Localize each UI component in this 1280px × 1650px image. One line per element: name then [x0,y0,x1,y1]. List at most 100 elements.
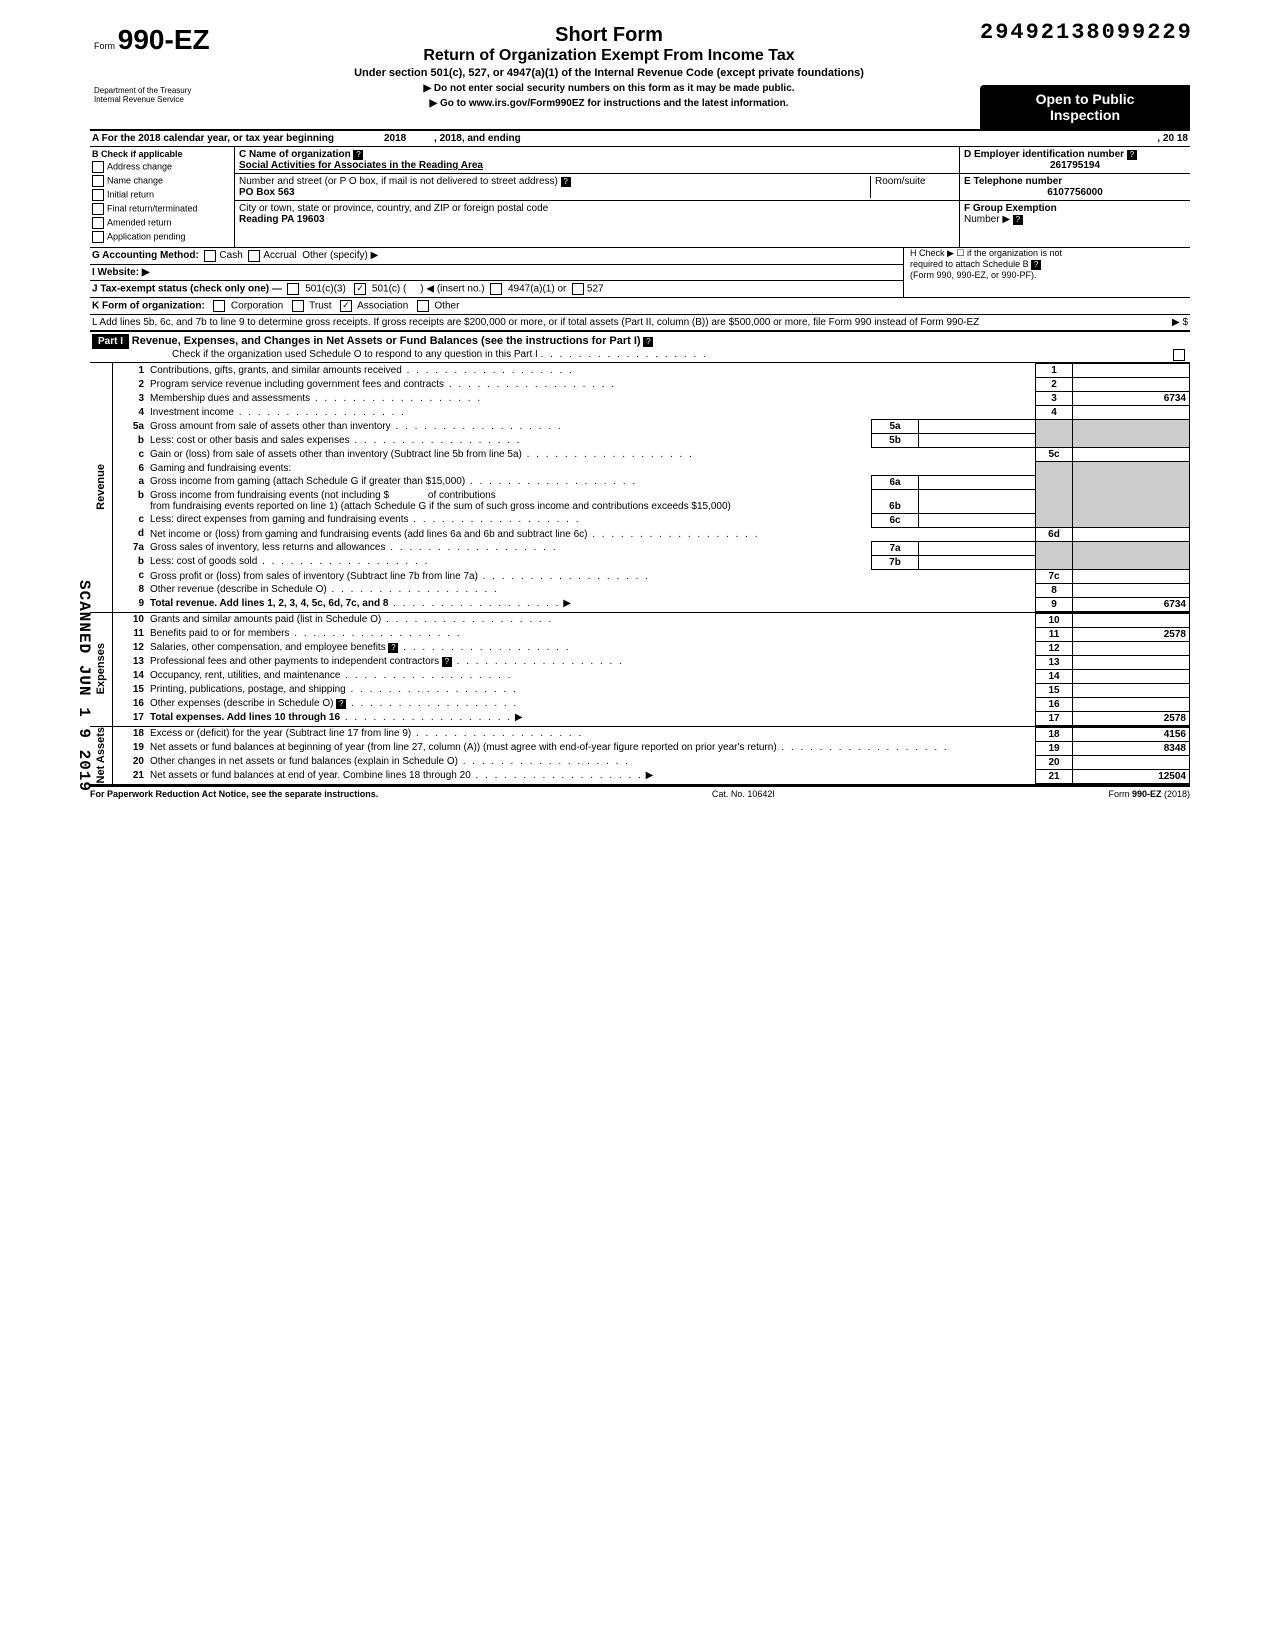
open-line1: Open to Public [1036,91,1135,107]
form-number-box: Form 990-EZ Department of the Treasury I… [90,20,238,108]
chk-final-return[interactable] [92,203,104,215]
val-9: 6734 [1073,597,1190,611]
c-name-label: C Name of organization [239,149,351,160]
desc-8: Other revenue (describe in Schedule O) [150,584,327,595]
desc-13: Professional fees and other payments to … [150,656,439,667]
help-icon[interactable]: ? [561,177,571,187]
chk-application-pending[interactable] [92,231,104,243]
val-18: 4156 [1073,727,1190,741]
instr-ssn: Do not enter social security numbers on … [242,83,976,94]
chk-schedule-o[interactable] [1173,349,1185,361]
chk-association[interactable]: ✓ [340,300,352,312]
i-label: I Website: ▶ [92,267,150,278]
desc-14: Occupancy, rent, utilities, and maintena… [150,670,340,681]
street-label: Number and street (or P O box, if mail i… [239,176,558,187]
desc-4: Investment income [150,407,234,418]
footer-mid: Cat. No. 10642I [712,789,775,799]
desc-6b-pre: Gross income from fundraising events (no… [150,490,389,501]
ln-6d: d [113,527,147,541]
chk-501c[interactable]: ✓ [354,283,366,295]
desc-2: Program service revenue including govern… [150,379,444,390]
open-line2: Inspection [1050,107,1120,123]
j-opt1: 501(c)(3) [305,284,346,295]
arrow-21: ▶ [646,770,654,781]
instr-goto: Go to www.irs.gov/Form990EZ for instruct… [242,98,976,109]
desc-9: Total revenue. Add lines 1, 2, 3, 4, 5c,… [150,598,388,609]
desc-5c: Gain or (loss) from sale of assets other… [150,449,522,460]
desc-15: Printing, publications, postage, and shi… [150,684,346,695]
b-opt-3: Final return/terminated [107,203,198,213]
chk-501c3[interactable] [287,283,299,295]
side-expenses: Expenses [95,643,107,694]
help-icon[interactable]: ? [353,150,363,160]
ln-3: 3 [113,392,147,406]
j-opt4: 527 [587,284,604,295]
dln-number: 29492138099229 [980,20,1190,45]
chk-other-org[interactable] [417,300,429,312]
dept-irs: Internal Revenue Service [94,95,234,104]
right-header: 29492138099229 Open to Public Inspection [980,20,1190,129]
chk-cash[interactable] [204,250,216,262]
chk-amended-return[interactable] [92,217,104,229]
col-7c: 7c [1036,569,1073,583]
ln-6c: c [113,513,147,527]
help-icon[interactable]: ? [388,643,398,653]
chk-4947[interactable] [490,283,502,295]
desc-21: Net assets or fund balances at end of ye… [150,770,471,781]
b-opt-0: Address change [107,161,172,171]
ln-16: 16 [113,697,147,711]
ln-12: 12 [113,641,147,655]
page-footer: For Paperwork Reduction Act Notice, see … [90,785,1190,799]
ln-8: 8 [113,583,147,597]
title-box: Short Form Return of Organization Exempt… [238,20,980,117]
val-2 [1073,378,1190,392]
title-under: Under section 501(c), 527, or 4947(a)(1)… [242,67,976,79]
phone-label: E Telephone number [964,176,1062,187]
side-netassets: Net Assets [95,727,107,783]
chk-trust[interactable] [292,300,304,312]
chk-accrual[interactable] [248,250,260,262]
g-label: G Accounting Method: [92,250,199,262]
help-icon[interactable]: ? [1127,150,1137,160]
ln-13: 13 [113,655,147,669]
help-icon[interactable]: ? [442,657,452,667]
chk-initial-return[interactable] [92,189,104,201]
chk-name-change[interactable] [92,175,104,187]
arrow-17: ▶ [515,712,523,723]
ln-5c: c [113,448,147,462]
col-c-org-info: C Name of organization ? Social Activiti… [235,147,959,247]
ein-value: 261795194 [964,160,1186,171]
side-revenue: Revenue [95,464,107,510]
ln-21: 21 [113,769,147,783]
chk-address-change[interactable] [92,161,104,173]
b-opt-1: Name change [107,175,163,185]
help-icon[interactable]: ? [1031,260,1041,270]
part1-header-row: Part I Revenue, Expenses, and Changes in… [90,332,1190,362]
help-icon[interactable]: ? [643,337,653,347]
form-990ez-page: SCANNED JUN 1 9 2019 Form 990-EZ Departm… [90,20,1190,799]
chk-corporation[interactable] [213,300,225,312]
k-opt1: Corporation [231,301,283,312]
row-k: K Form of organization: Corporation Trus… [90,298,1190,315]
help-icon[interactable]: ? [1013,215,1023,225]
dept-treasury: Department of the Treasury [94,86,234,95]
phone-value: 6107756000 [964,187,1186,198]
val-11: 2578 [1073,627,1190,641]
k-opt3: Association [357,301,408,312]
b-opt-5: Application pending [107,231,186,241]
ln-5b: b [113,434,147,448]
form-header: Form 990-EZ Department of the Treasury I… [90,20,1190,131]
row-l: L Add lines 5b, 6c, and 7b to line 9 to … [90,315,1190,332]
title-main: Return of Organization Exempt From Incom… [242,47,976,65]
part1-title: Revenue, Expenses, and Changes in Net As… [132,335,641,347]
val-19: 8348 [1073,741,1190,755]
j-opt3: 4947(a)(1) or [508,284,566,295]
chk-527[interactable] [572,283,584,295]
ln-17: 17 [113,711,147,725]
help-icon[interactable]: ? [336,699,346,709]
desc-6d: Net income or (loss) from gaming and fun… [150,529,587,540]
desc-7c: Gross profit or (loss) from sales of inv… [150,571,478,582]
ln-6b: b [113,489,147,513]
ln-7b: b [113,555,147,569]
desc-3: Membership dues and assessments [150,393,310,404]
